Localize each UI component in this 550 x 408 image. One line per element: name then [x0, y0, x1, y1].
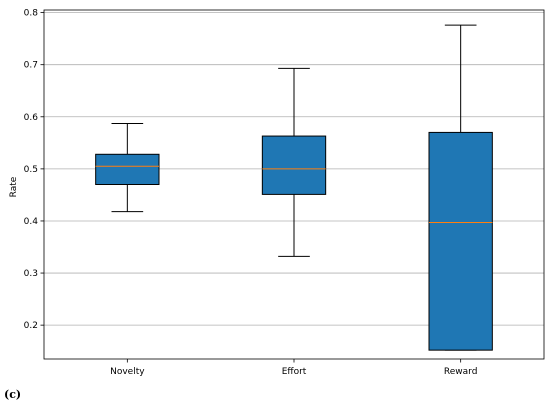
x-tick-label: Reward	[444, 367, 478, 377]
box-novelty	[95, 123, 160, 213]
box-iqr	[95, 153, 160, 185]
y-axis-label: Rate	[9, 176, 19, 197]
box-iqr	[261, 135, 327, 195]
y-tick-label: 0.6	[24, 113, 39, 123]
y-axis: 0.2 0.3 0.4 0.5 0.6 0.7 0.8	[24, 9, 44, 331]
box-series	[95, 24, 493, 351]
y-tick-label: 0.2	[24, 321, 38, 331]
y-tick-label: 0.5	[24, 165, 38, 175]
y-tick-label: 0.7	[24, 61, 38, 71]
x-axis: Novelty Effort Reward	[110, 359, 477, 377]
y-tick-label: 0.8	[24, 9, 39, 19]
box-iqr	[428, 131, 493, 351]
y-tick-label: 0.4	[24, 217, 39, 227]
box-reward	[428, 24, 493, 351]
box-effort	[261, 67, 327, 257]
x-tick-label: Effort	[282, 367, 307, 377]
panel-label: (c)	[4, 388, 22, 401]
y-tick-label: 0.3	[24, 269, 38, 279]
x-tick-label: Novelty	[110, 367, 145, 377]
